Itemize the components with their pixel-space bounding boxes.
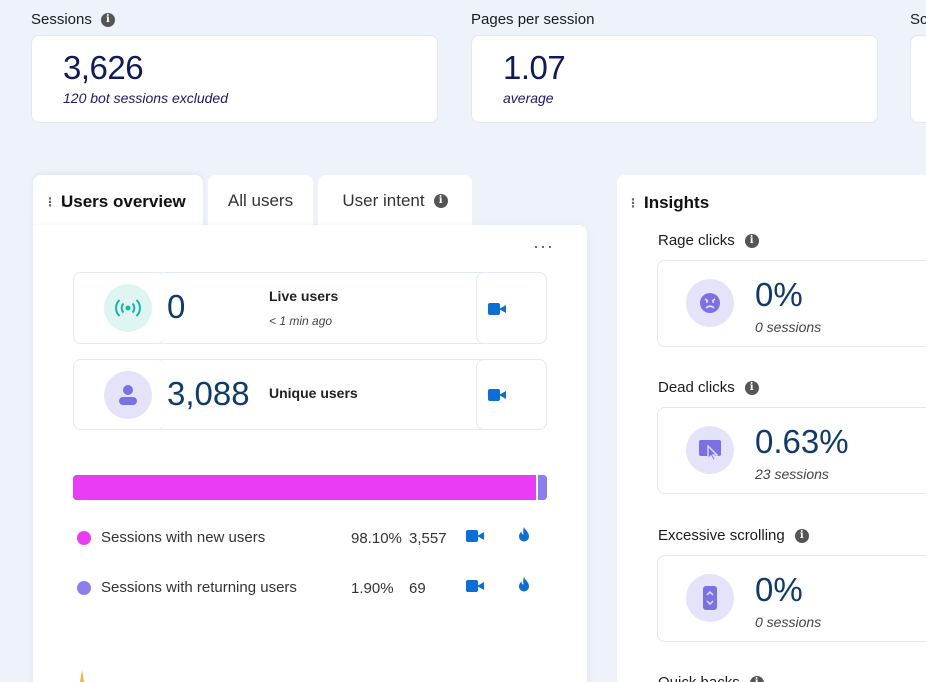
- live-users-label: Live users: [269, 288, 339, 304]
- sessions-card: 3,626 120 bot sessions excluded: [31, 35, 438, 123]
- legend-row-returning-users: Sessions with returning users: [77, 579, 297, 596]
- rage-clicks-value: 0%: [755, 276, 803, 313]
- rage-clicks-sessions: 0 sessions: [755, 319, 822, 335]
- tab-all-users[interactable]: All users: [208, 175, 313, 227]
- drag-handle-icon[interactable]: ⋮⋮: [627, 196, 653, 210]
- rage-clicks-label: Rage clicks i: [658, 232, 759, 249]
- unique-users-label: Unique users: [269, 385, 358, 401]
- info-icon[interactable]: i: [744, 380, 759, 395]
- quick-backs-label: Quick backs i: [658, 674, 764, 682]
- excessive-scrolling-card[interactable]: 0% 0 sessions: [657, 555, 926, 642]
- info-icon[interactable]: i: [744, 233, 759, 248]
- legend-row-new-users: Sessions with new users: [77, 529, 265, 546]
- dead-clicks-card[interactable]: 0.63% 23 sessions: [657, 407, 926, 494]
- new-users-segment[interactable]: [73, 475, 538, 500]
- dead-click-icon: [686, 426, 734, 474]
- sessions-value: 3,626: [63, 49, 144, 86]
- info-icon[interactable]: i: [433, 194, 448, 208]
- new-users-percent: 98.10%: [351, 530, 402, 547]
- pages-per-session-subtext: average: [503, 90, 554, 106]
- sparkle-icon: [80, 670, 84, 682]
- sessions-label: Sessions i: [31, 11, 115, 28]
- excessive-scrolling-sessions: 0 sessions: [755, 614, 822, 630]
- returning-users-count: 69: [409, 580, 426, 597]
- pages-per-session-value: 1.07: [503, 49, 566, 86]
- unique-users-value: 3,088: [167, 375, 250, 412]
- info-icon[interactable]: i: [100, 12, 115, 27]
- tab-user-intent[interactable]: User intent i: [318, 175, 472, 227]
- video-camera-icon[interactable]: [466, 580, 484, 592]
- dead-clicks-value: 0.63%: [755, 423, 849, 460]
- video-camera-icon[interactable]: [466, 530, 484, 542]
- drag-handle-icon[interactable]: ⋮⋮: [44, 195, 70, 209]
- excessive-scrolling-value: 0%: [755, 571, 803, 608]
- live-users-recording-cell: [476, 272, 547, 344]
- info-icon[interactable]: i: [749, 675, 764, 682]
- third-stat-card: [910, 35, 926, 123]
- live-broadcast-icon: [104, 284, 152, 332]
- video-camera-icon[interactable]: [488, 389, 506, 401]
- pages-per-session-card: 1.07 average: [471, 35, 878, 123]
- new-users-count: 3,557: [409, 530, 447, 547]
- live-users-value: 0: [167, 288, 186, 325]
- returning-users-segment[interactable]: [537, 475, 547, 500]
- excessive-scrolling-label: Excessive scrolling i: [658, 527, 809, 544]
- dead-clicks-label: Dead clicks i: [658, 379, 759, 396]
- more-options-button[interactable]: ···: [533, 236, 554, 256]
- returning-users-percent: 1.90%: [351, 580, 394, 597]
- live-users-updated: < 1 min ago: [269, 314, 333, 328]
- info-icon[interactable]: i: [794, 528, 809, 543]
- heatmap-flame-icon[interactable]: [517, 526, 531, 543]
- angry-face-icon: [686, 279, 734, 327]
- sessions-subtext: 120 bot sessions excluded: [63, 90, 228, 106]
- insights-title: ⋮⋮ Insights: [627, 193, 710, 212]
- new-users-dot: [77, 530, 91, 545]
- third-stat-label: Sc: [910, 11, 926, 28]
- scroll-icon: [686, 574, 734, 622]
- user-icon: [104, 371, 152, 419]
- video-camera-icon[interactable]: [488, 303, 506, 315]
- pages-per-session-label: Pages per session: [471, 11, 595, 28]
- returning-users-dot: [77, 580, 91, 595]
- dead-clicks-sessions: 23 sessions: [755, 466, 829, 482]
- sessions-split-bar: [73, 475, 547, 500]
- heatmap-flame-icon[interactable]: [517, 576, 531, 593]
- tab-users-overview[interactable]: ⋮⋮ Users overview: [33, 175, 203, 229]
- unique-users-recording-cell: [476, 359, 547, 430]
- rage-clicks-card[interactable]: 0% 0 sessions: [657, 260, 926, 347]
